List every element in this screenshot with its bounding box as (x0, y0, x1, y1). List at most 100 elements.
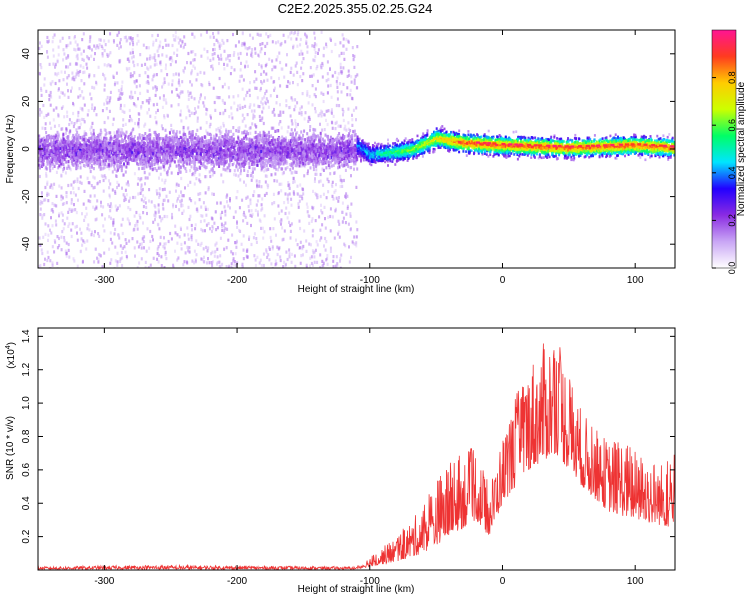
heatmap-cell (153, 63, 156, 67)
heatmap-cell (355, 220, 358, 224)
heatmap-cell (134, 224, 137, 228)
heatmap-cell (79, 164, 82, 168)
heatmap-cell (284, 211, 287, 216)
heatmap-cell (219, 135, 222, 139)
heatmap-cell (223, 101, 226, 105)
heatmap-cell (326, 254, 329, 258)
heatmap-cell (101, 54, 104, 58)
heatmap-cell (274, 172, 277, 176)
heatmap-cell (165, 171, 168, 175)
heatmap-cell (267, 35, 270, 39)
heatmap-cell (327, 77, 330, 82)
heatmap-cell (62, 58, 65, 62)
heatmap-cell (335, 137, 338, 141)
heatmap-cell (68, 118, 71, 122)
heatmap-cell (320, 114, 323, 118)
heatmap-cell (300, 66, 303, 70)
heatmap-cell (59, 39, 62, 43)
heatmap-cell (75, 128, 78, 132)
heatmap-cell (100, 131, 103, 135)
heatmap-cell (82, 163, 85, 168)
heatmap-cell (136, 219, 139, 224)
heatmap-cell (173, 38, 175, 42)
heatmap-cell (100, 204, 102, 208)
heatmap-cell (203, 47, 206, 51)
heatmap-cell (123, 198, 126, 203)
heatmap-cell (132, 60, 135, 64)
heatmap-cell (187, 51, 190, 56)
heatmap-cell (299, 107, 302, 111)
heatmap-cell (211, 263, 214, 268)
heatmap-cell (293, 254, 296, 258)
heatmap-cell (260, 185, 263, 189)
heatmap-cell (251, 167, 254, 171)
heatmap-cell (179, 226, 182, 230)
heatmap-cell (53, 164, 56, 168)
heatmap-cell (253, 115, 256, 119)
heatmap-cell (353, 235, 356, 239)
heatmap-cell (208, 125, 211, 129)
heatmap-cell (206, 249, 209, 253)
heatmap-cell (347, 127, 350, 131)
heatmap-cell (74, 40, 77, 44)
heatmap-cell (250, 171, 253, 176)
heatmap-cell (147, 81, 150, 85)
heatmap-cell (67, 183, 70, 188)
heatmap-cell (204, 207, 207, 211)
heatmap-cell (286, 165, 289, 170)
heatmap-cell (190, 165, 193, 169)
heatmap-cell (216, 247, 219, 251)
heatmap-cell (106, 52, 109, 57)
heatmap-cell (294, 64, 297, 68)
heatmap-cell (338, 132, 341, 136)
heatmap-cell (75, 61, 78, 66)
heatmap-cell (157, 245, 160, 249)
heatmap-cell (116, 263, 119, 267)
heatmap-cell (60, 194, 63, 198)
heatmap-cell (330, 164, 333, 168)
heatmap-cell (122, 193, 125, 197)
heatmap-cell (38, 163, 41, 167)
heatmap-cell (227, 238, 230, 242)
heatmap-cell (341, 184, 344, 188)
heatmap-cell (339, 163, 342, 167)
heatmap-cell (218, 76, 221, 81)
heatmap-cell (272, 227, 275, 231)
heatmap-cell (243, 41, 246, 45)
heatmap-cell (141, 166, 144, 170)
heatmap-cell (209, 174, 212, 179)
heatmap-cell (163, 246, 166, 250)
heatmap-cell (161, 178, 164, 182)
heatmap-cell (112, 136, 115, 140)
heatmap-cell (268, 247, 271, 251)
heatmap-cell (120, 223, 123, 227)
heatmap-cell (65, 195, 68, 199)
heatmap-cell (161, 217, 164, 221)
heatmap-cell (309, 166, 312, 170)
heatmap-cell (302, 192, 305, 196)
heatmap-cell (180, 242, 183, 246)
heatmap-cell (275, 233, 277, 237)
heatmap-cell (81, 57, 84, 61)
heatmap-cell (325, 240, 328, 244)
heatmap-cell (199, 180, 202, 184)
heatmap-cell (70, 208, 73, 212)
heatmap-cell (182, 194, 185, 198)
heatmap-cell (118, 204, 121, 208)
heatmap-cell (249, 213, 252, 217)
heatmap-cell (205, 112, 208, 116)
heatmap-cell (331, 158, 334, 163)
heatmap-cell (291, 252, 293, 256)
heatmap-cell (68, 255, 71, 259)
heatmap-cell (268, 246, 271, 250)
heatmap-cell (132, 195, 135, 200)
heatmap-cell (143, 124, 146, 128)
heatmap-cell (50, 216, 52, 220)
heatmap-cell (342, 133, 344, 137)
heatmap-cell (309, 256, 312, 260)
heatmap-cell (176, 241, 179, 245)
heatmap-cell (253, 254, 256, 258)
heatmap-cell (217, 96, 220, 100)
heatmap-cell (38, 111, 41, 115)
heatmap-cell (353, 54, 356, 58)
